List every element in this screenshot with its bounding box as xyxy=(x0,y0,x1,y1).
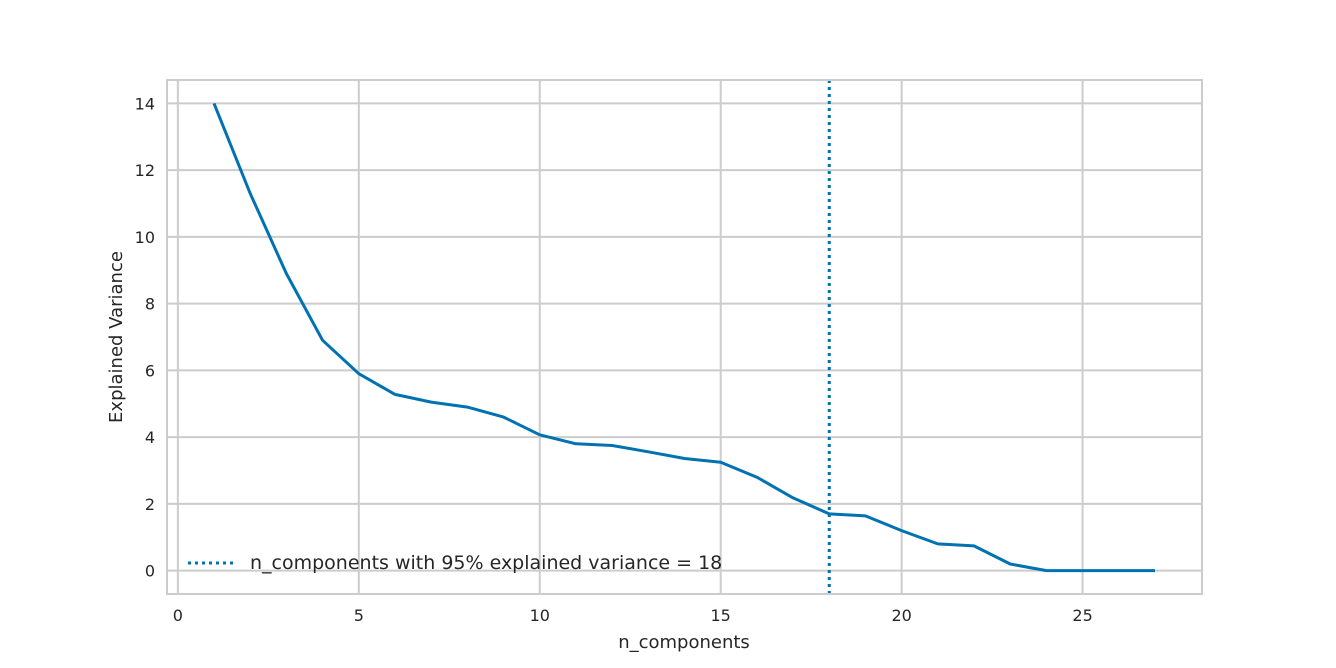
y-tick-label: 8 xyxy=(145,295,155,314)
x-tick-label: 25 xyxy=(1072,606,1092,625)
x-tick-label: 20 xyxy=(891,606,911,625)
x-tick-labels: 0 5 10 15 20 25 xyxy=(173,606,1093,625)
x-tick-label: 0 xyxy=(173,606,183,625)
legend: n_components with 95% explained variance… xyxy=(188,552,722,574)
x-tick-label: 15 xyxy=(711,606,731,625)
x-tick-label: 5 xyxy=(354,606,364,625)
y-tick-labels: 0 2 4 6 8 10 12 14 xyxy=(135,94,155,580)
y-tick-label: 10 xyxy=(135,228,155,247)
y-tick-label: 12 xyxy=(135,161,155,180)
y-tick-label: 6 xyxy=(145,361,155,380)
y-tick-label: 0 xyxy=(145,562,155,581)
series-group xyxy=(212,102,1155,573)
grid-lines xyxy=(167,80,1202,594)
explained-variance-line xyxy=(212,102,1155,573)
plot-background xyxy=(167,80,1202,594)
x-axis-label: n_components xyxy=(618,632,750,653)
y-tick-label: 4 xyxy=(145,428,155,447)
x-tick-label: 10 xyxy=(530,606,550,625)
legend-label: n_components with 95% explained variance… xyxy=(250,552,722,574)
y-tick-label: 14 xyxy=(135,94,155,113)
y-tick-label: 2 xyxy=(145,495,155,514)
y-axis-label: Explained Variance xyxy=(106,251,127,423)
plot-frame xyxy=(166,79,1203,595)
